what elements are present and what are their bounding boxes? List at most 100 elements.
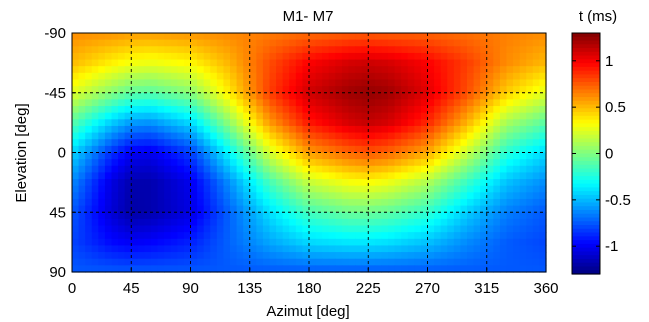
heatmap-cell [111,139,119,147]
heatmap-cell [249,125,257,134]
heatmap-cell [368,66,376,74]
heatmap-cell [236,232,244,240]
heatmap-cell [144,72,152,81]
heatmap-cell [394,252,402,260]
heatmap-cell [348,265,356,273]
heatmap-cell [249,119,257,127]
heatmap-cell [91,245,99,253]
heatmap-cell [388,238,396,247]
heatmap-cell [309,46,317,54]
heatmap-cell [427,86,435,94]
heatmap-cell [118,59,126,67]
heatmap-cell [361,66,369,74]
heatmap-cell [486,145,494,154]
heatmap-cell [282,238,290,247]
colorbar-swatch [572,228,600,234]
heatmap-cell [190,265,198,273]
heatmap-cell [322,72,330,81]
heatmap-cell [394,232,402,240]
heatmap-cell [256,172,264,180]
heatmap-cell [269,252,277,260]
heatmap-cell [295,238,304,247]
heatmap-cell [256,185,264,193]
heatmap-cell [295,212,304,220]
heatmap-cell [309,145,317,154]
heatmap-cell [335,198,343,207]
heatmap-cell [85,106,93,114]
heatmap-cell [532,86,541,94]
heatmap-cell [151,112,159,120]
heatmap-cell [177,218,185,227]
heatmap-cell [269,132,277,140]
heatmap-cell [473,232,481,240]
heatmap-cell [467,72,475,81]
heatmap-cell [230,179,238,187]
heatmap-cell [256,212,264,220]
heatmap-cell [144,86,152,94]
heatmap-cell [499,52,508,61]
heatmap-cell [519,205,527,213]
heatmap-cell [276,119,284,127]
heatmap-cell [427,205,435,213]
heatmap-cell [526,99,534,107]
heatmap-cell [401,72,409,81]
heatmap-cell [381,145,389,154]
heatmap-cell [85,125,93,134]
heatmap-cell [118,72,126,81]
heatmap-cell [131,59,139,67]
heatmap-cell [322,52,330,61]
heatmap-cell [499,39,508,47]
heatmap-cell [473,192,481,200]
heatmap-cell [243,212,251,220]
heatmap-cell [216,192,225,200]
heatmap-cell [493,139,501,147]
heatmap-cell [394,192,402,200]
heatmap-cell [440,265,448,273]
heatmap-cell [170,225,178,233]
heatmap-cell [374,125,383,134]
heatmap-cell [269,39,277,47]
heatmap-cell [104,218,113,227]
heatmap-cell [256,245,264,253]
heatmap-cell [447,52,455,61]
heatmap-cell [493,185,501,193]
heatmap-cell [486,66,494,74]
heatmap-cell [104,33,113,41]
heatmap-cell [91,258,99,266]
heatmap-cell [341,172,350,180]
heatmap-cell [295,33,304,41]
heatmap-cell [467,33,475,41]
heatmap-cell [118,52,126,61]
heatmap-cell [85,159,93,167]
heatmap-cell [486,238,494,247]
heatmap-cell [230,39,238,47]
heatmap-cell [118,159,126,167]
heatmap-cell [414,198,422,207]
heatmap-cell [526,106,534,114]
heatmap-cell [467,145,475,154]
heatmap-cell [335,185,343,193]
heatmap-cell [434,99,442,107]
heatmap-cell [434,86,442,94]
heatmap-cell [506,46,514,54]
heatmap-cell [223,79,231,87]
heatmap-cell [315,252,323,260]
heatmap-cell [467,125,475,134]
heatmap-cell [170,79,178,87]
heatmap-cell [230,112,238,120]
heatmap-cell [276,46,284,54]
heatmap-cell [453,232,462,240]
heatmap-cell [203,59,211,67]
heatmap-cell [269,258,277,266]
heatmap-cell [289,66,297,74]
heatmap-cell [111,165,119,174]
heatmap-cell [236,86,244,94]
heatmap-cell [361,59,369,67]
heatmap-cell [381,252,389,260]
colorbar-swatch [572,209,600,215]
heatmap-cell [164,145,172,154]
heatmap-cell [282,198,290,207]
heatmap-cell [328,252,336,260]
heatmap-cell [289,145,297,154]
heatmap-cell [137,112,146,120]
